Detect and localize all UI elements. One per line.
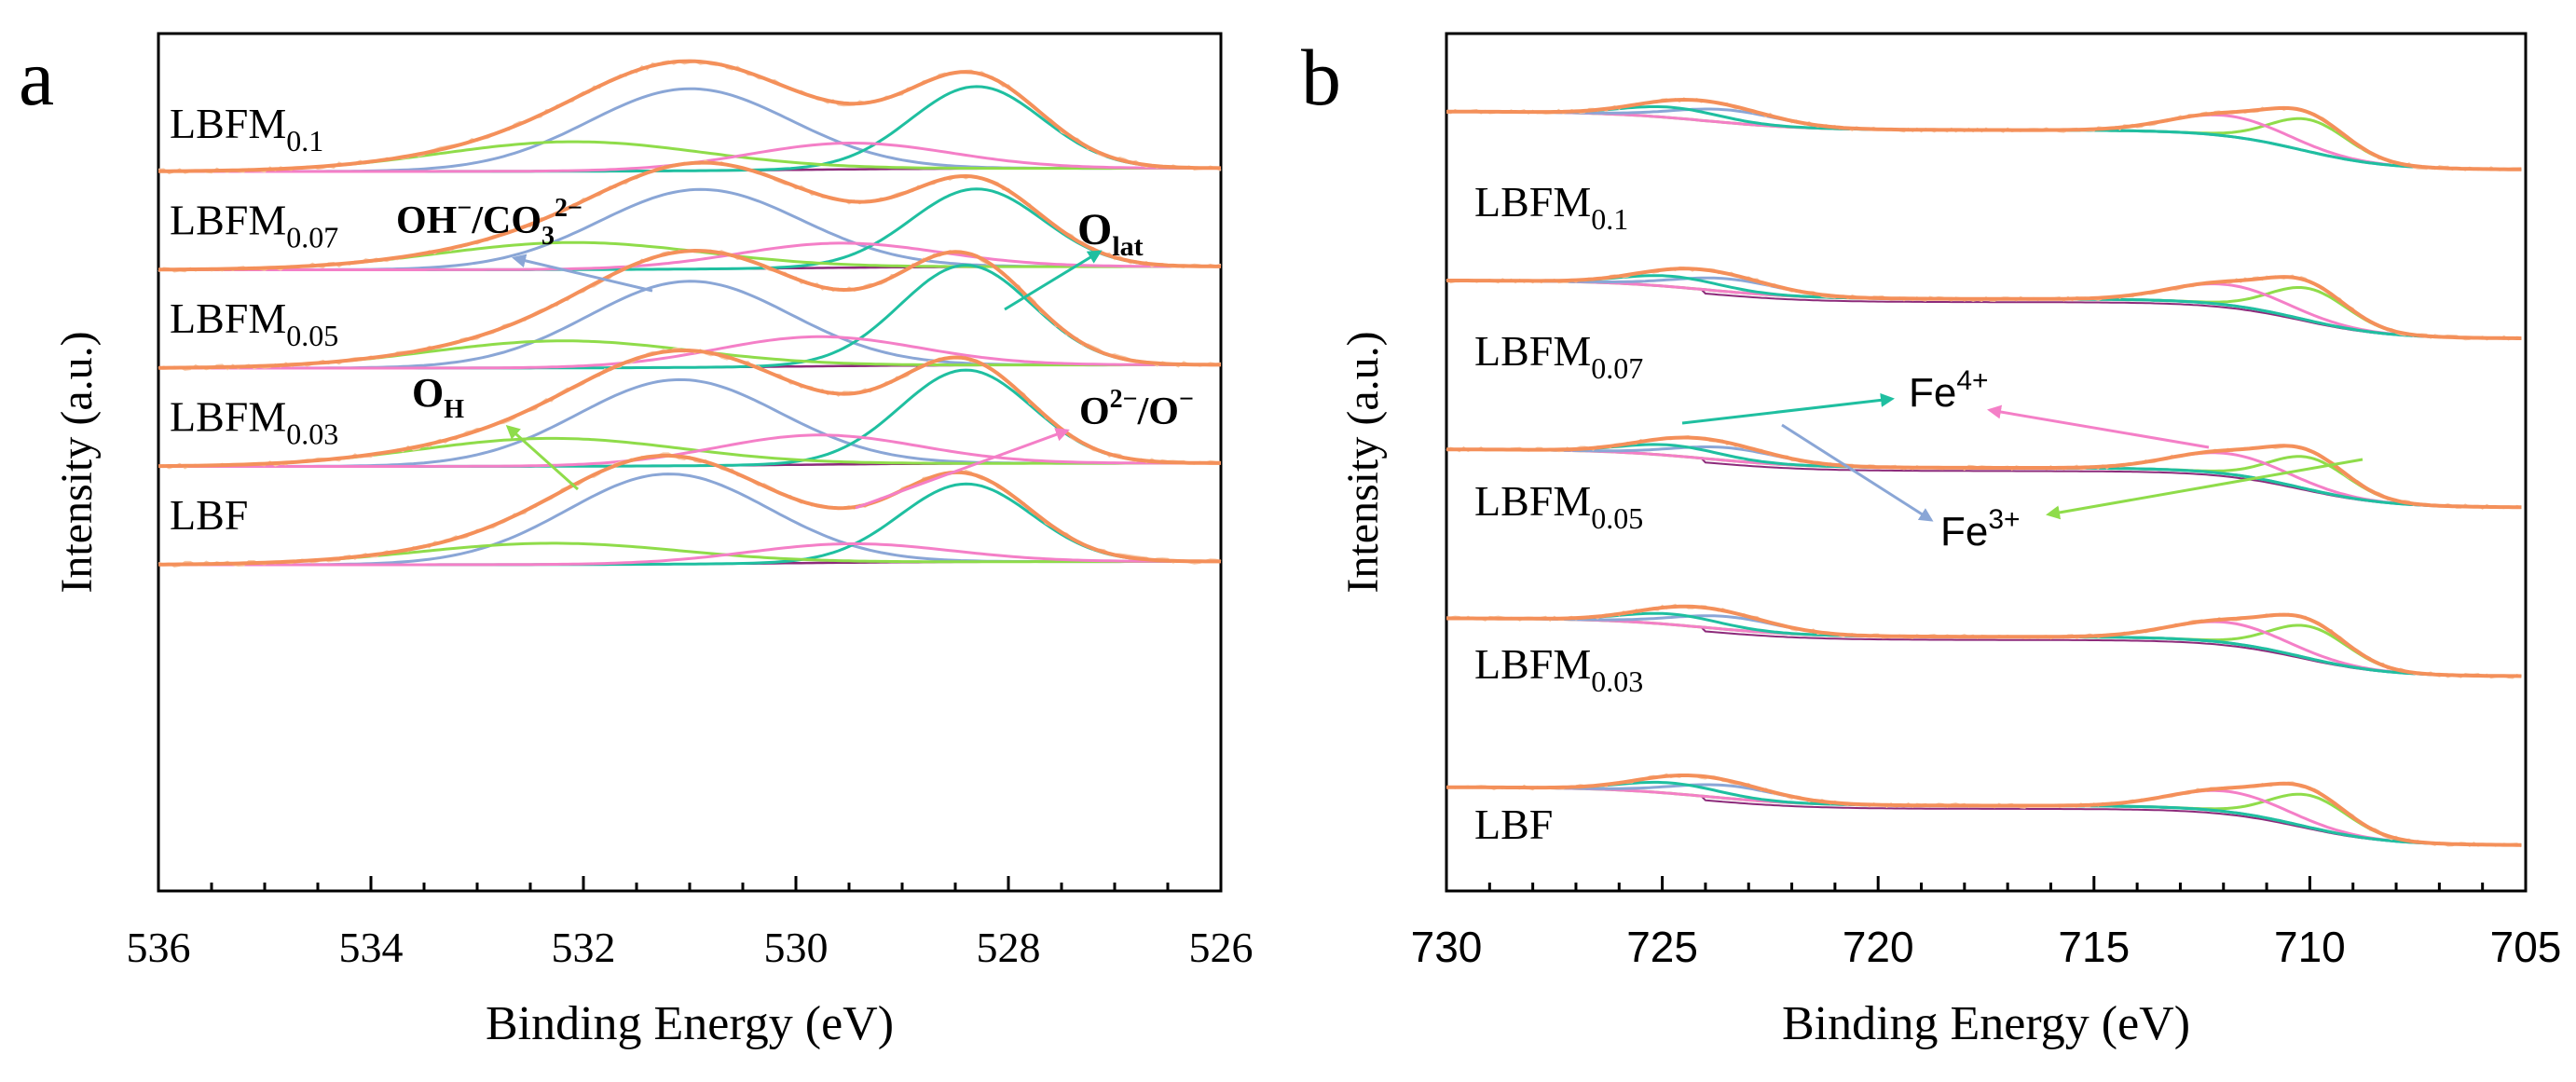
sample-label: LBFM0.07: [1474, 327, 1643, 385]
panel-a-xlabel: Binding Energy (eV): [486, 997, 894, 1050]
label-oh: OH: [412, 370, 464, 424]
sample-label: LBFM0.1: [1474, 178, 1628, 236]
panel-b-ticks: 730 725 720 715 710 705: [1411, 876, 2562, 971]
panel-a-ticks: 536 534 532 530 528 526: [127, 876, 1254, 971]
panel-b-label: b: [1301, 33, 1341, 122]
fit-envelope: [1446, 267, 2522, 340]
x-tick-label: 730: [1411, 923, 1483, 971]
fit-envelope: [158, 453, 1221, 567]
annotation-o2: O2−/O−: [855, 385, 1194, 510]
component-peak: [158, 241, 1221, 271]
component-peak: [158, 335, 1221, 370]
arrow-fe3-blue: [1781, 423, 1934, 522]
panel-a-curves: [158, 59, 1222, 568]
panel-b-sample-labels: LBFM0.1 LBFM0.07 LBFM0.05 LBFM0.03 LBF: [1474, 178, 1643, 848]
sample-label: LBFM0.03: [1474, 640, 1643, 698]
x-tick-label: 710: [2274, 923, 2346, 971]
x-tick-label: 705: [2490, 923, 2562, 971]
fit-envelope: [158, 248, 1221, 370]
x-tick-label: 715: [2058, 923, 2130, 971]
panel-b-curves: [1446, 97, 2522, 848]
fit-envelope: [1446, 774, 2522, 847]
x-tick-label: 532: [552, 924, 616, 971]
panel-b-frame: [1445, 32, 2528, 893]
x-tick-label: 526: [1189, 924, 1254, 971]
sample-label: LBF: [170, 491, 248, 539]
x-tick-label: 534: [339, 924, 404, 971]
panel-b-xlabel: Binding Energy (eV): [1782, 997, 2190, 1050]
x-tick-label: 720: [1843, 923, 1914, 971]
panel-a-ylabel: Intensity (a.u.): [52, 331, 102, 593]
component-peak: [158, 541, 1221, 567]
label-olat: Olat: [1077, 205, 1144, 262]
annotation-olat: Olat: [1004, 205, 1144, 311]
arrow-olat: [1004, 250, 1103, 311]
raw-spectrum: [158, 159, 1222, 273]
annotation-fe4: Fe4+: [1681, 365, 2210, 449]
label-fe4: Fe4+: [1909, 365, 1989, 416]
x-tick-label: 528: [977, 924, 1041, 971]
panel-a-label: a: [19, 33, 54, 122]
arrow-o2: [855, 428, 1070, 510]
raw-spectrum: [158, 452, 1222, 568]
fit-envelope: [1446, 97, 2522, 171]
fit-envelope: [158, 59, 1222, 173]
panel-b: b 730 725 720 715 710 705 LBFM0.1LBFM0.07LBFM…: [1301, 32, 2562, 1050]
fit-envelope: [1446, 435, 2522, 510]
annotation-fe3: Fe3+: [1781, 423, 2364, 555]
sample-label: LBFM0.07: [170, 197, 338, 254]
fit-envelope: [158, 348, 1221, 469]
annotation-oh-co3: OH−/CO32−: [396, 194, 653, 293]
sample-label: LBFM0.03: [170, 393, 338, 451]
panel-a: a 536 534 532 530 528 526 LBFM0.1LBFM0.07LBFM…: [19, 32, 1254, 1050]
fit-envelope: [1446, 604, 2522, 678]
arrow-fe4-pink: [1987, 404, 2210, 449]
arrow-oh: [505, 425, 579, 491]
annotation-oh: OH: [412, 370, 579, 491]
sample-label: LBFM0.05: [170, 294, 338, 352]
fit-envelope: [158, 160, 1221, 272]
sample-label: LBF: [1474, 801, 1553, 848]
arrow-fe4-teal: [1681, 392, 1895, 425]
component-peak: [158, 433, 1221, 468]
sample-label: LBFM0.1: [170, 100, 323, 158]
panel-a-sample-labels: LBFM0.1 LBFM0.07 LBFM0.05 LBFM0.03 LBF: [170, 100, 338, 539]
panel-b-ylabel: Intensity (a.u.): [1338, 331, 1388, 593]
arrow-fe3-green: [2046, 458, 2364, 520]
x-tick-label: 536: [127, 924, 191, 971]
label-oh-co3: OH−/CO32−: [396, 194, 582, 251]
x-tick-label: 530: [764, 924, 829, 971]
label-o2: O2−/O−: [1079, 385, 1194, 433]
sample-label: LBFM0.05: [1474, 477, 1643, 535]
arrow-oh-co3: [512, 253, 653, 293]
label-fe3: Fe3+: [1940, 504, 2021, 555]
x-tick-label: 725: [1626, 923, 1698, 971]
